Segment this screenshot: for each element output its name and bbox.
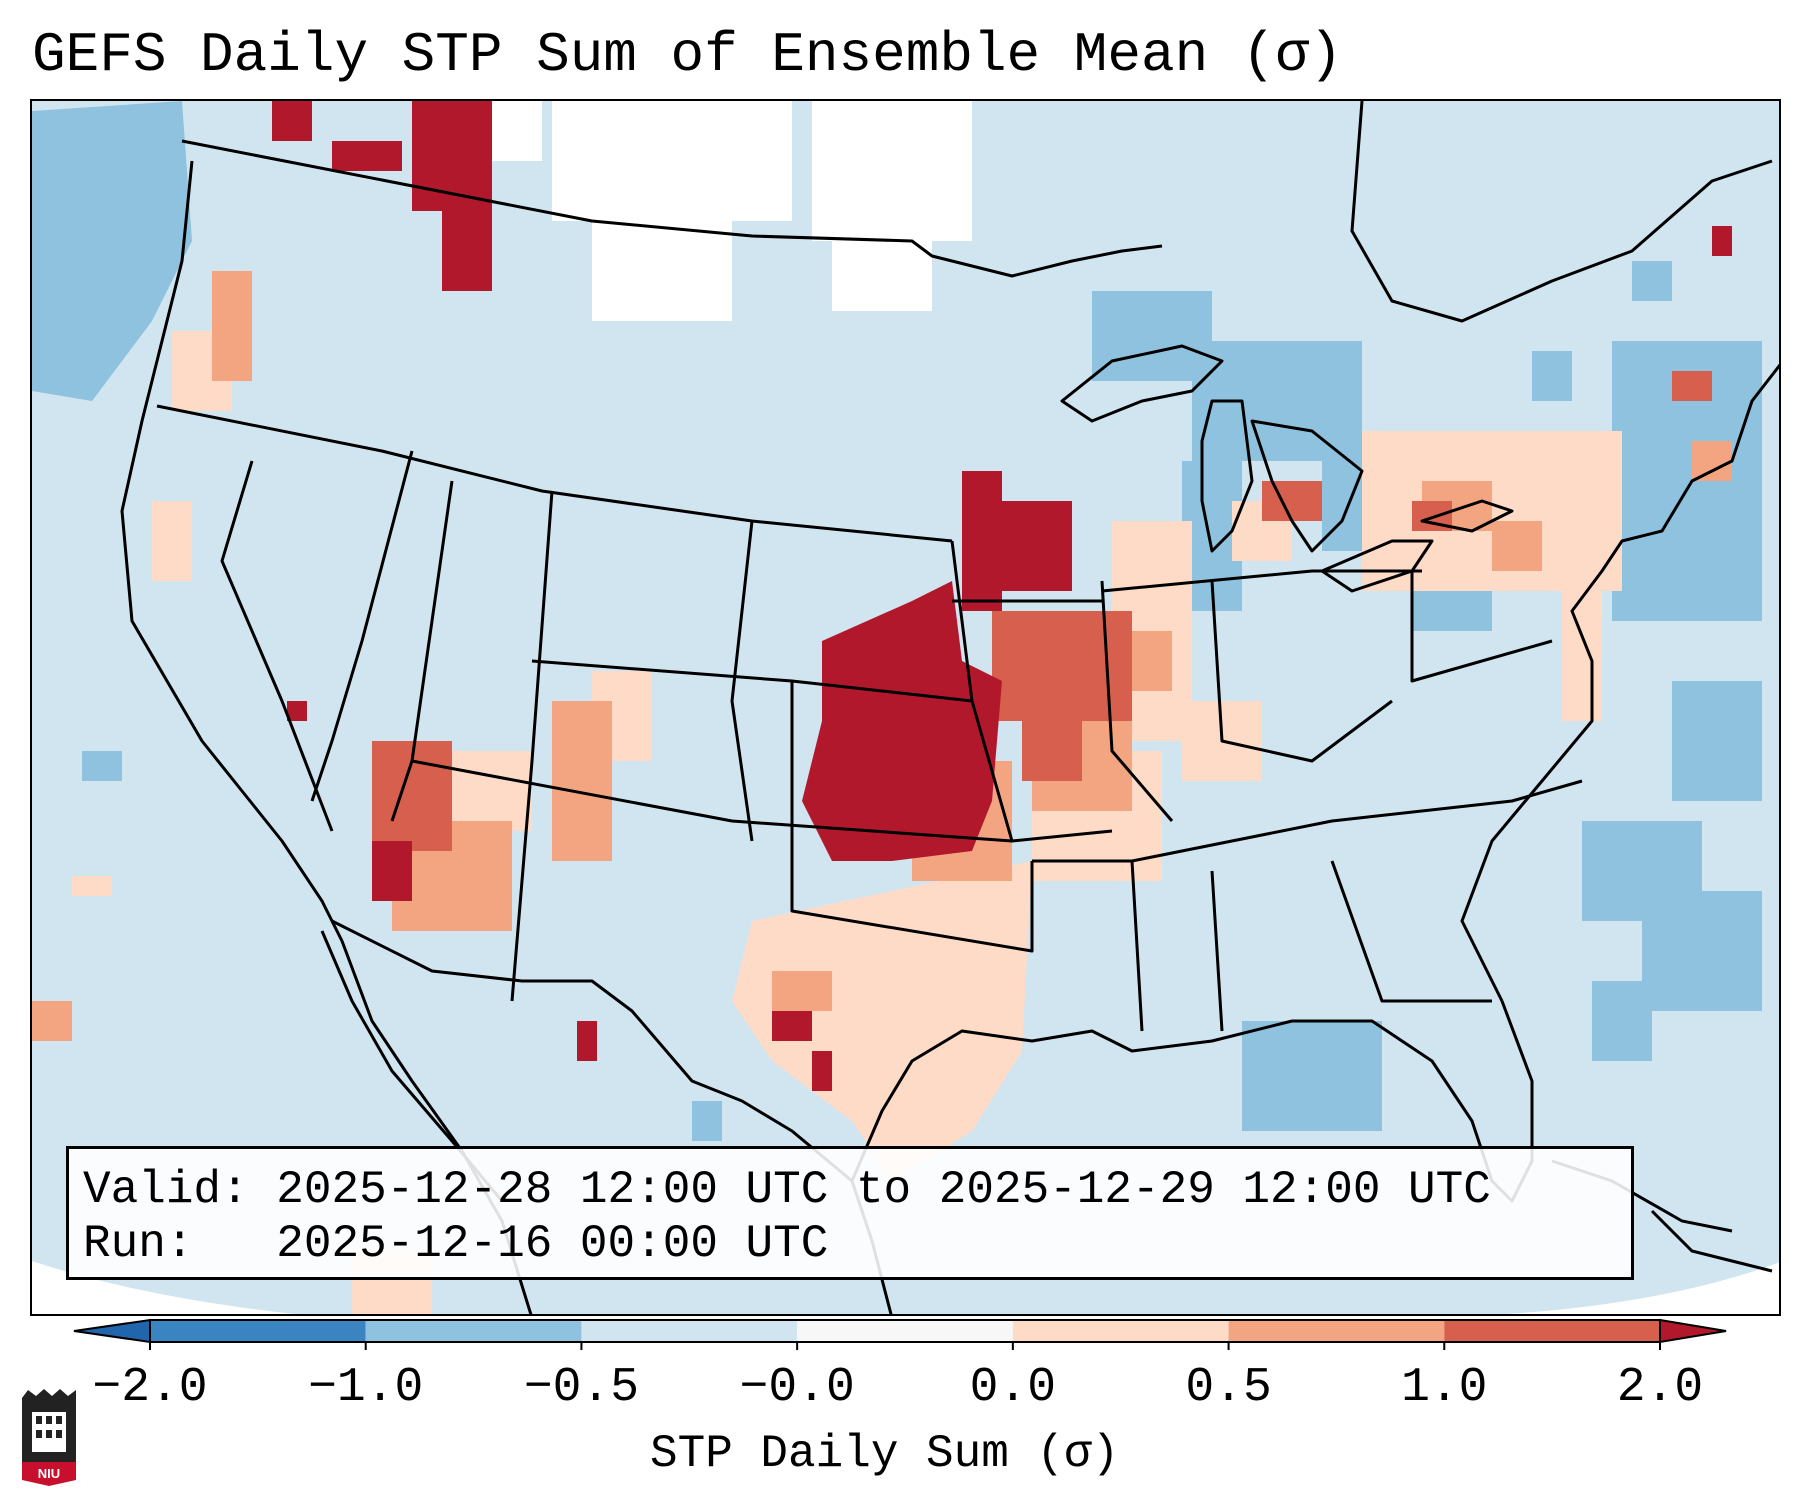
- colorbar-tick-label: 2.0: [1616, 1361, 1704, 1415]
- colorbar-tick-label: 0.5: [1185, 1361, 1272, 1415]
- colorbar-under-extension: [73, 1318, 151, 1344]
- run-label: Run:: [83, 1218, 194, 1270]
- run-value: 2025-12-16 00:00 UTC: [276, 1218, 829, 1270]
- niu-logo: NIU: [18, 1388, 80, 1486]
- map-boundaries: [120, 101, 1779, 1314]
- extreme-positive-patches: [272, 101, 1732, 1091]
- map-panel: [30, 99, 1781, 1316]
- valid-value: 2025-12-28 12:00 UTC to 2025-12-29 12:00…: [276, 1164, 1491, 1216]
- stp-map: [32, 101, 1779, 1314]
- colorbar-tick-label: 0.0: [969, 1361, 1057, 1415]
- colorbar: [60, 1312, 1750, 1357]
- colorbar-outline: [149, 1319, 1661, 1343]
- colorbar-segment: [365, 1320, 582, 1342]
- colorbar-graphic: [73, 1318, 1727, 1350]
- colorbar-segment: [150, 1320, 366, 1342]
- colorbar-tick-label: −2.0: [92, 1361, 208, 1415]
- colorbar-over-extension: [1659, 1318, 1727, 1344]
- logo-text: NIU: [38, 1466, 60, 1481]
- colorbar-tick-label: −0.0: [739, 1361, 855, 1415]
- colorbar-segment: [1012, 1320, 1229, 1342]
- colorbar-tick-label: −1.0: [308, 1361, 424, 1415]
- niu-logo-icon: NIU: [22, 1389, 76, 1486]
- colorbar-tick-label: −0.5: [523, 1361, 640, 1415]
- colorbar-segment: [1444, 1320, 1660, 1342]
- colorbar-segment: [797, 1320, 1013, 1342]
- colorbar-segment: [581, 1320, 798, 1342]
- valid-run-info-box: Valid: 2025-12-28 12:00 UTC to 2025-12-2…: [66, 1146, 1634, 1280]
- colorbar-tick-label: 1.0: [1401, 1361, 1488, 1415]
- valid-label: Valid:: [83, 1164, 249, 1216]
- colorbar-label: STP Daily Sum (σ): [650, 1428, 1120, 1480]
- colorbar-segment: [1228, 1320, 1445, 1342]
- chart-title: GEFS Daily STP Sum of Ensemble Mean (σ): [32, 23, 1343, 87]
